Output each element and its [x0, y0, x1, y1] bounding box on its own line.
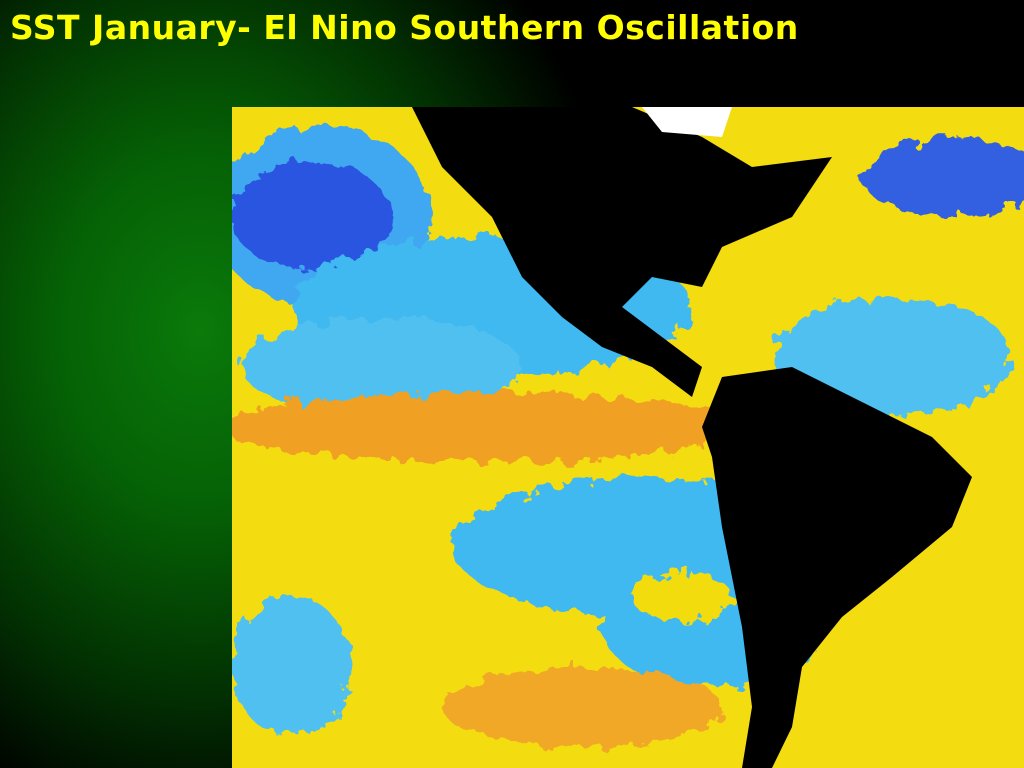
slide-title: SST January- El Nino Southern Oscillatio…: [10, 8, 799, 47]
sst-map-image: [232, 107, 1024, 768]
